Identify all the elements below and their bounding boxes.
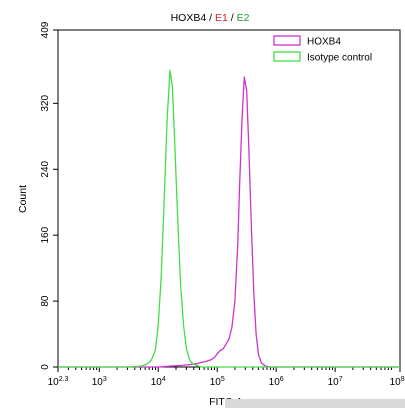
y-tick-label: 0 [40, 364, 51, 370]
x-tick-label: 107 [328, 376, 343, 388]
x-tick-label: 104 [151, 376, 166, 388]
legend-swatch [273, 35, 301, 46]
y-axis-label: Count [17, 185, 29, 213]
x-axis-ticks: 102.3 103 104 105 106 107 108.1 [48, 367, 405, 388]
plot-area [57, 29, 401, 368]
chart-title: HOXB4 / E1 / E2 [171, 12, 250, 24]
series-lines [58, 69, 400, 368]
x-tick-label: 108.1 [390, 376, 405, 388]
y-axis-ticks: 0 80 160 240 320 409 [40, 21, 58, 370]
chart-title-part: E1 [215, 12, 228, 24]
bottom-overlay-bar [225, 399, 405, 408]
legend: HOXB4 Isotype control [273, 35, 372, 64]
x-tick-label: 102.3 [48, 376, 69, 388]
y-tick-label: 409 [40, 21, 51, 38]
legend-label: HOXB4 [307, 37, 341, 48]
legend-swatch [273, 51, 301, 62]
series-line-isotype-control [58, 69, 400, 368]
x-tick-label: 105 [210, 376, 225, 388]
y-tick-label: 320 [40, 95, 51, 112]
y-tick-label: 160 [40, 226, 51, 243]
chart-title-part: / [206, 12, 215, 24]
chart-title-part: / [228, 12, 237, 24]
x-tick-label: 106 [269, 376, 284, 388]
chart-title-part: E2 [237, 12, 250, 24]
y-tick-label: 80 [40, 295, 51, 307]
series-line-hoxb4 [58, 76, 400, 368]
legend-label: Isotype control [307, 53, 372, 64]
chart-title-part: HOXB4 [171, 12, 207, 24]
x-tick-label: 103 [92, 376, 107, 388]
y-tick-label: 240 [40, 160, 51, 177]
